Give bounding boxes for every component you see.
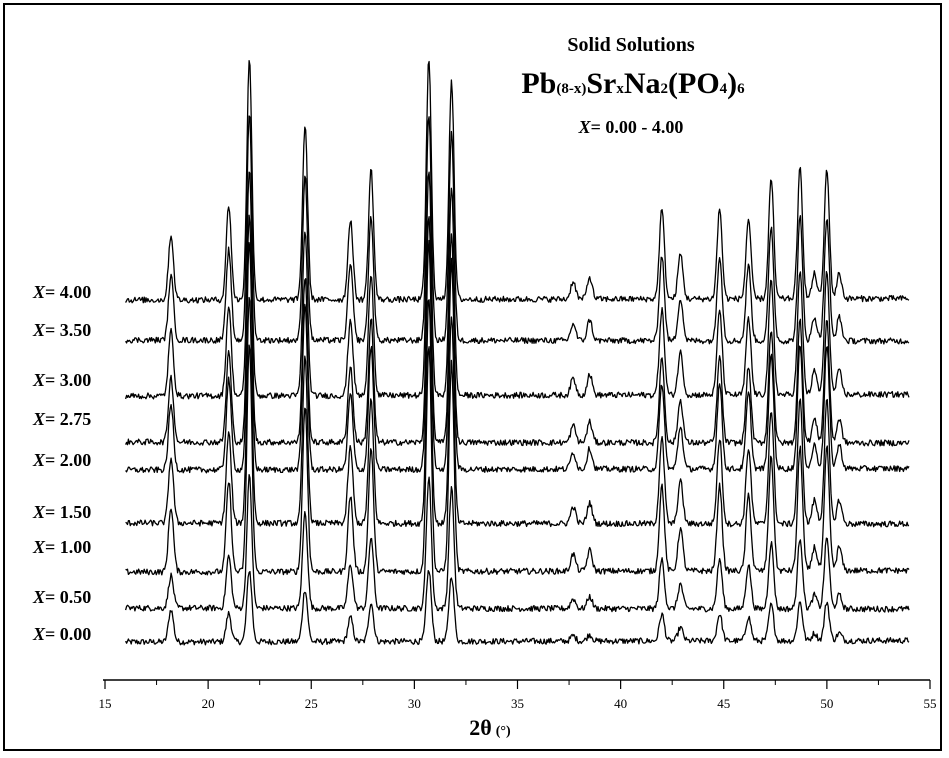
x-tick-label: 55 <box>924 696 937 711</box>
series-line <box>124 474 910 613</box>
x-tick-label: 40 <box>614 696 627 711</box>
series-line <box>125 239 910 474</box>
series-label: X= 3.50 <box>32 320 91 340</box>
x-ticks: 15 20 25 30 35 40 45 50 55 <box>99 680 937 711</box>
series-label: X= 1.00 <box>32 537 91 557</box>
x-tick-label: 20 <box>202 696 215 711</box>
x-tick-label: 45 <box>717 696 730 711</box>
series-label: X= 3.00 <box>32 370 91 390</box>
series-line <box>124 171 910 400</box>
x-tick-label: 30 <box>408 696 421 711</box>
series-label: X= 2.75 <box>32 409 91 429</box>
series-line <box>125 296 910 528</box>
x-axis-label: 2θ (°) <box>469 715 511 740</box>
series-line <box>125 214 910 447</box>
chart-subtitle: X= 0.00 - 4.00 <box>578 117 684 137</box>
x-tick-label: 25 <box>305 696 318 711</box>
series-layer <box>124 60 910 646</box>
chart-frame: X= 0.00 X= 0.50 X= 1.00 X= 1.50 X= 2.00 X= 2.… <box>3 3 942 751</box>
x-tick-label: 50 <box>820 696 833 711</box>
series-line <box>125 115 910 345</box>
chart-title: Solid Solutions <box>567 34 695 56</box>
series-labels: X= 0.00 X= 0.50 X= 1.00 X= 1.50 X= 2.00 X= 2.… <box>32 282 91 644</box>
xrd-chart: X= 0.00 X= 0.50 X= 1.00 X= 1.50 X= 2.00 X= 2.… <box>32 34 937 740</box>
series-label: X= 4.00 <box>32 282 91 302</box>
chart-formula: Pb(8-x)SrxNa2(PO4)6 <box>521 67 745 100</box>
series-label: X= 0.00 <box>32 624 91 644</box>
series-label: X= 1.50 <box>32 502 91 522</box>
series-line <box>125 569 910 646</box>
x-tick-label: 15 <box>99 696 112 711</box>
x-tick-label: 35 <box>511 696 524 711</box>
series-label: X= 2.00 <box>32 450 91 470</box>
series-line <box>125 60 910 304</box>
series-label: X= 0.50 <box>32 587 91 607</box>
series-line <box>125 344 910 576</box>
